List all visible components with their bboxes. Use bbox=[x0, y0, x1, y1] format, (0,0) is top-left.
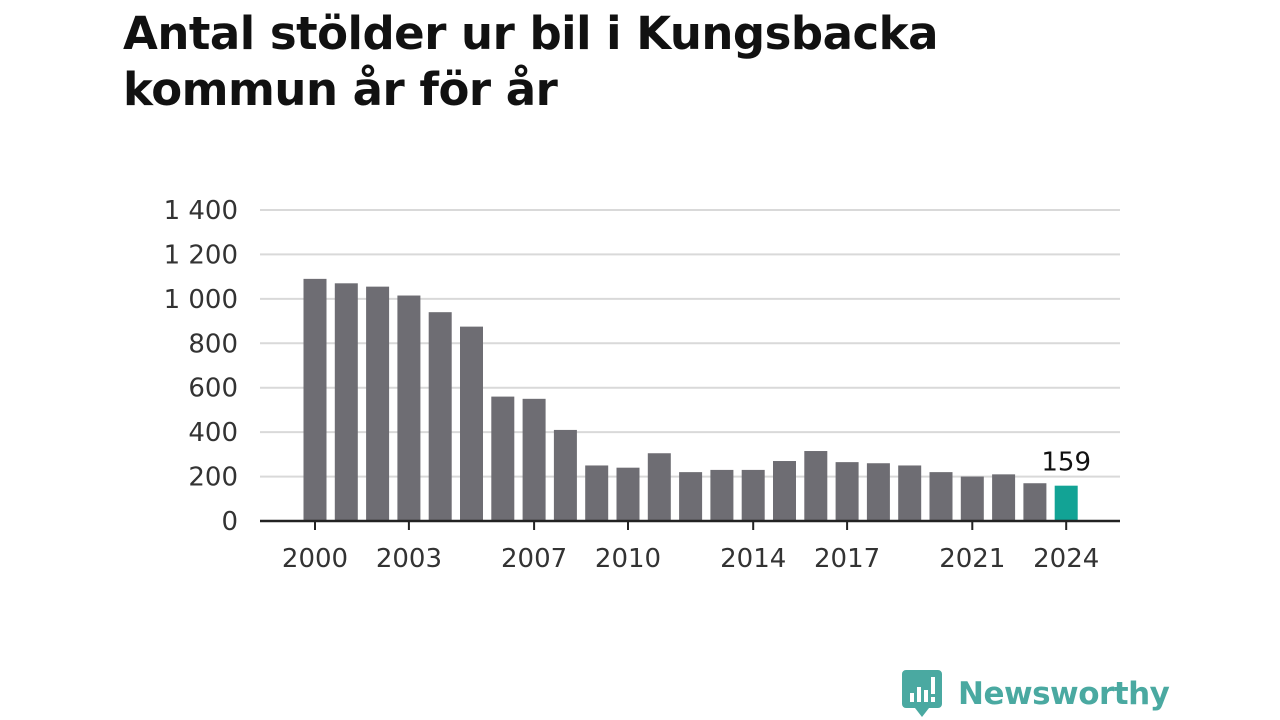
x-axis bbox=[260, 519, 1120, 530]
data-labels: 159 bbox=[1041, 448, 1091, 478]
bar-2002 bbox=[366, 286, 390, 521]
newsworthy-brand: Newsworthy bbox=[902, 670, 1170, 718]
brand-name: Newsworthy bbox=[958, 676, 1170, 712]
data-label-2024: 159 bbox=[1041, 448, 1091, 478]
x-axis-tick-labels: 2000 2003 2007 2010 2014 2017 2021 2024 bbox=[282, 544, 1099, 574]
bar-2008 bbox=[553, 429, 577, 521]
bars bbox=[303, 278, 1078, 521]
bar-2023 bbox=[1023, 483, 1047, 521]
bar-2017 bbox=[835, 462, 859, 521]
bar-2014 bbox=[741, 469, 765, 521]
bar-2012 bbox=[679, 472, 703, 521]
bar-2016 bbox=[804, 451, 828, 521]
bar-2000 bbox=[303, 278, 327, 521]
y-tick-label: 200 bbox=[188, 463, 238, 493]
bar-2006 bbox=[491, 396, 515, 521]
chart-title: Antal stölder ur bil i Kungsbacka kommun… bbox=[123, 7, 938, 116]
x-tick-label: 2021 bbox=[939, 544, 1005, 574]
bar-2020 bbox=[929, 472, 953, 521]
bar-2015 bbox=[773, 461, 796, 521]
y-tick-label: 400 bbox=[188, 418, 238, 448]
y-tick-label: 800 bbox=[188, 329, 238, 359]
bar-2013 bbox=[710, 469, 734, 521]
x-tick-label: 2014 bbox=[720, 544, 786, 574]
bar-2024 bbox=[1054, 485, 1078, 521]
bar-2019 bbox=[898, 465, 922, 521]
bar-2005 bbox=[460, 326, 483, 521]
y-tick-label: 600 bbox=[188, 374, 238, 404]
y-tick-label: 1 000 bbox=[164, 285, 238, 315]
bar-2010 bbox=[616, 467, 640, 521]
bar-2021 bbox=[960, 476, 984, 521]
bar-2011 bbox=[647, 453, 671, 521]
bar-2001 bbox=[334, 283, 358, 521]
bar-2018 bbox=[866, 463, 890, 521]
bar-2009 bbox=[585, 465, 609, 521]
x-tick-label: 2007 bbox=[501, 544, 567, 574]
y-tick-label: 1 200 bbox=[164, 240, 238, 270]
x-tick-label: 2000 bbox=[282, 544, 348, 574]
bar-2003 bbox=[397, 295, 421, 521]
newsworthy-logo-icon bbox=[902, 670, 942, 717]
x-tick-label: 2024 bbox=[1033, 544, 1099, 574]
x-tick-label: 2017 bbox=[814, 544, 880, 574]
bar-2007 bbox=[522, 398, 546, 521]
y-axis-tick-labels: 0 200 400 600 800 1 000 1 200 1 400 bbox=[164, 196, 238, 537]
y-tick-label: 0 bbox=[221, 507, 238, 537]
bar-2022 bbox=[992, 474, 1016, 521]
x-tick-label: 2010 bbox=[595, 544, 661, 574]
y-tick-label: 1 400 bbox=[164, 196, 238, 226]
x-tick-label: 2003 bbox=[376, 544, 442, 574]
bar-2004 bbox=[428, 312, 452, 521]
